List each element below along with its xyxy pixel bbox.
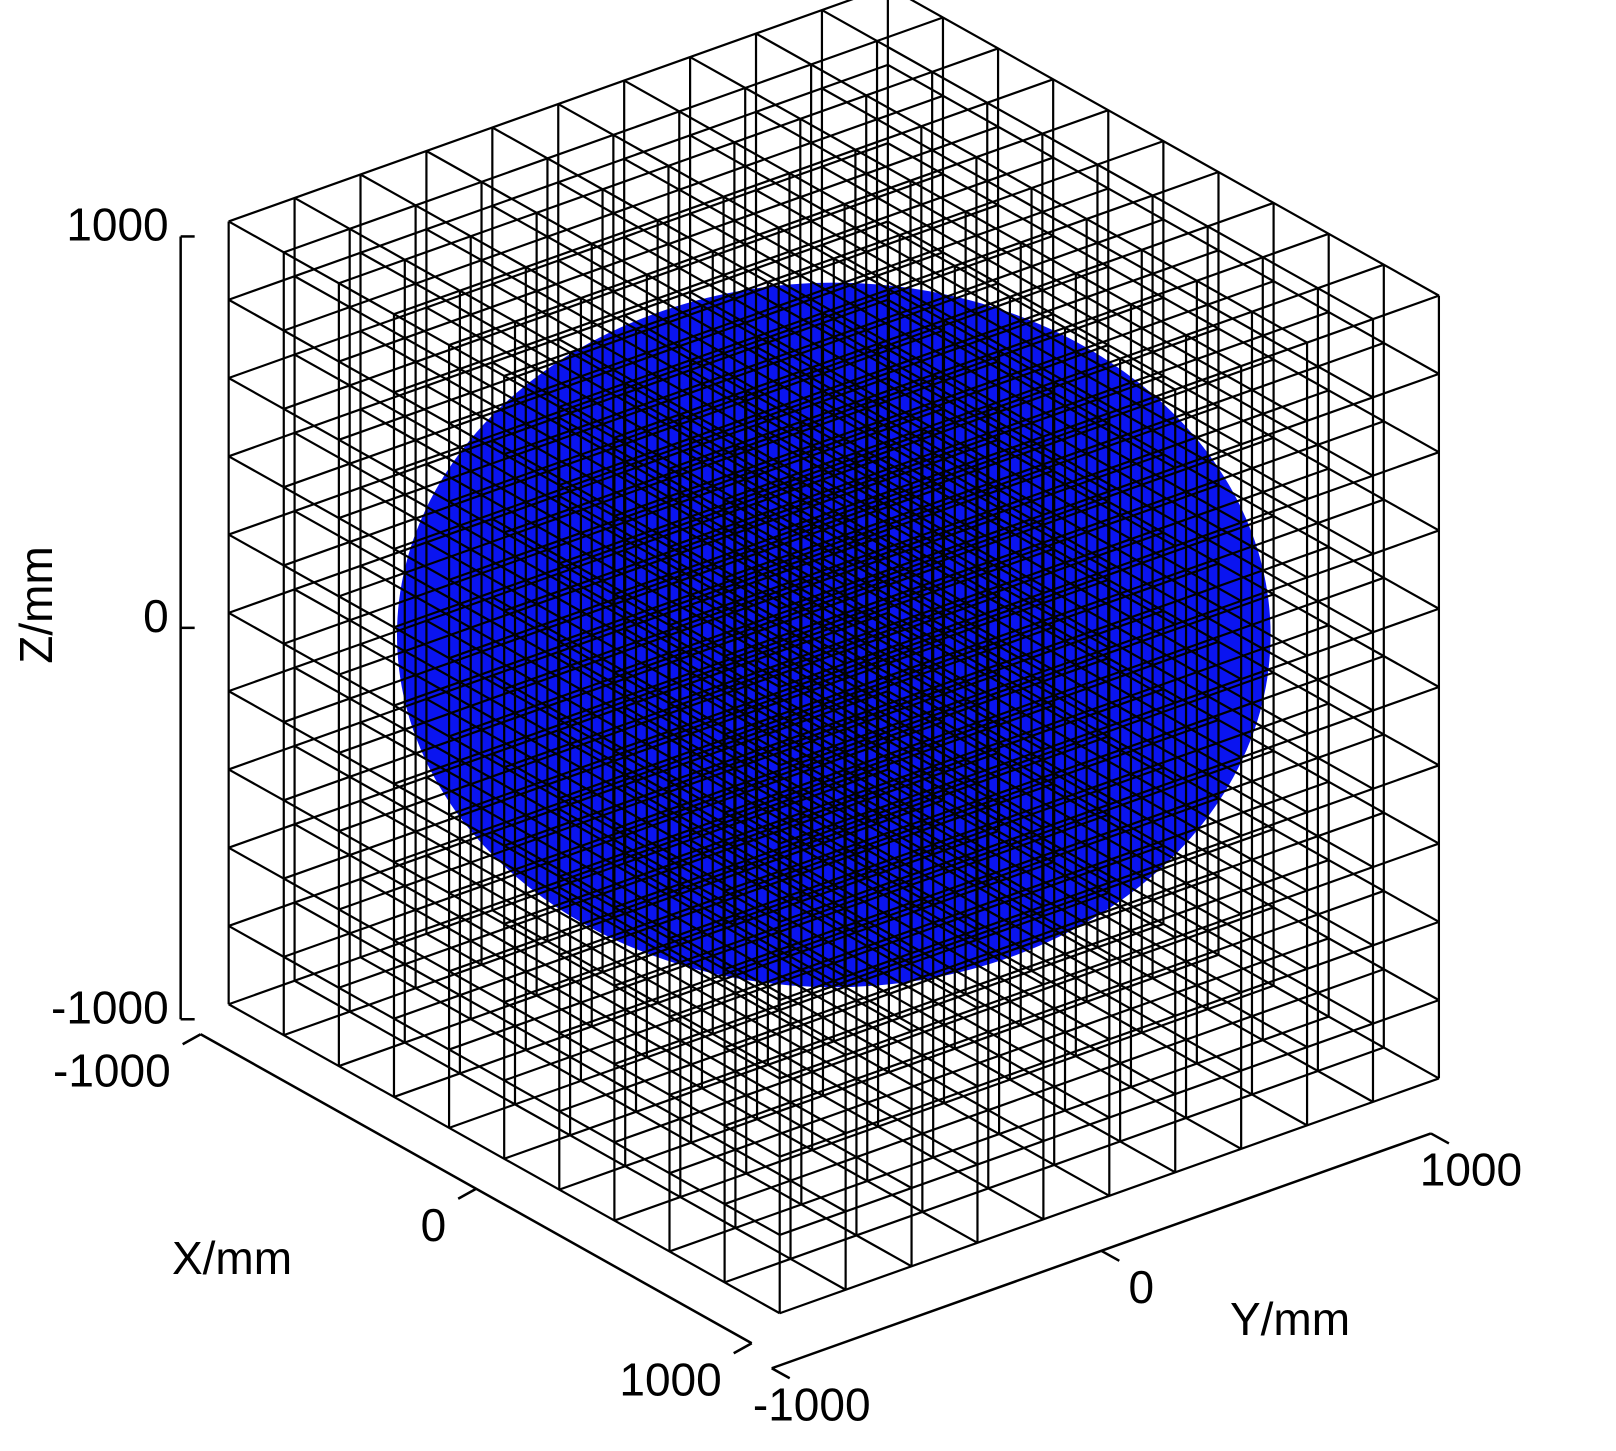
- grid-line: [755, 658, 1308, 970]
- grid-line: [669, 311, 1330, 548]
- grid-line: [779, 294, 1440, 532]
- grid-line: [623, 862, 1176, 1174]
- grid-line: [821, 557, 1374, 869]
- grid-line: [779, 529, 1440, 767]
- grid-line: [821, 87, 1374, 399]
- grid-line: [558, 170, 1219, 408]
- grid-line: [623, 314, 1176, 626]
- x-tick: [733, 1342, 753, 1355]
- grid-line: [821, 165, 1374, 477]
- grid-line: [724, 498, 1385, 736]
- grid-line: [689, 56, 1242, 368]
- grid-line: [623, 79, 1176, 391]
- grid-line: [689, 682, 1242, 994]
- grid-line: [724, 420, 1385, 658]
- grid-line: [623, 392, 1176, 704]
- grid-line: [623, 157, 1176, 469]
- grid-line: [724, 263, 1385, 501]
- grid-line: [724, 341, 1385, 579]
- grid-line: [558, 249, 1219, 487]
- grid-line: [755, 32, 1308, 344]
- y-tick-label: 0: [1129, 1261, 1155, 1313]
- grid-line: [724, 576, 1385, 814]
- grid-line: [689, 838, 1242, 1150]
- grid-line: [689, 447, 1242, 759]
- grid-line: [689, 604, 1242, 915]
- grid-line: [755, 737, 1308, 1049]
- grid-line: [623, 549, 1176, 861]
- grid-line: [689, 760, 1242, 1072]
- x-axis-label: X/mm: [172, 1232, 292, 1284]
- grid-line: [779, 451, 1440, 689]
- x-tick: [457, 1187, 477, 1200]
- grid-line: [614, 280, 1274, 518]
- grid-line: [821, 9, 1374, 321]
- x-tick: [182, 1033, 202, 1046]
- y-tick-label: 1000: [1420, 1144, 1522, 1196]
- grid-line: [887, 377, 1440, 688]
- grid-line: [755, 580, 1308, 892]
- grid-line: [821, 635, 1374, 947]
- x-tick-label: 0: [421, 1199, 447, 1251]
- y-tick: [1100, 1249, 1120, 1262]
- grid-line: [689, 134, 1242, 446]
- grid-line: [623, 470, 1176, 782]
- grid-line: [689, 290, 1242, 602]
- x-tick-label: 1000: [619, 1353, 721, 1405]
- grid-line: [887, 533, 1440, 845]
- grid-line: [623, 784, 1176, 1096]
- grid-line: [887, 611, 1440, 923]
- grid-line: [887, 220, 1440, 532]
- y-tick: [1430, 1132, 1450, 1145]
- grid-line: [755, 345, 1308, 657]
- grid-line: [779, 607, 1440, 845]
- grid-line: [614, 201, 1274, 439]
- grid-line: [689, 369, 1242, 681]
- z-tick-label: -1000: [51, 981, 169, 1033]
- grid-line: [887, 142, 1440, 454]
- y-tick: [771, 1367, 791, 1380]
- grid-line: [755, 815, 1308, 1127]
- grid-line: [887, 768, 1440, 1080]
- grid-line: [623, 236, 1176, 548]
- grid-line: [669, 232, 1330, 470]
- grid-line: [909, 0, 1440, 297]
- grid-line: [623, 705, 1176, 1017]
- grid-line: [887, 690, 1440, 1002]
- z-tick-label: 1000: [66, 199, 168, 251]
- grid-line: [779, 1077, 1440, 1315]
- grid-line: [779, 372, 1440, 610]
- grid-line: [503, 140, 1164, 377]
- grid-line: [755, 502, 1308, 814]
- grid-line: [821, 400, 1374, 712]
- grid-line: [503, 218, 1164, 456]
- z-tick-label: 0: [143, 590, 169, 642]
- y-tick-label: -1000: [753, 1378, 871, 1430]
- grid-line: [821, 478, 1374, 790]
- x-tick-label: -1000: [53, 1044, 171, 1096]
- grid-line: [887, 63, 1440, 375]
- grid-line: [755, 424, 1308, 735]
- grid-line: [689, 212, 1242, 524]
- grid-line: [887, 298, 1440, 610]
- z-axis-label: Z/mm: [10, 546, 62, 664]
- y-axis-label: Y/mm: [1230, 1293, 1350, 1345]
- grid-line: [887, 455, 1440, 767]
- grid-line: [755, 267, 1308, 579]
- grid-line: [821, 791, 1374, 1103]
- grid-line: [821, 322, 1374, 634]
- grid-line: [623, 627, 1176, 939]
- grid-line: [821, 713, 1374, 1025]
- grid-line: [755, 189, 1308, 501]
- grid-line: [755, 110, 1308, 422]
- grid-line: [689, 525, 1242, 837]
- grid-line: [821, 243, 1374, 555]
